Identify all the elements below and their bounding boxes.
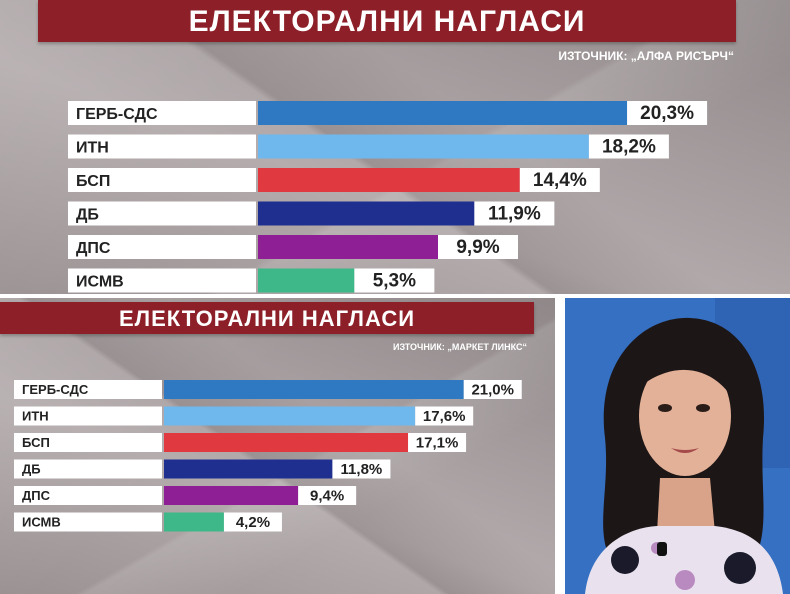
category-label: БСП bbox=[76, 173, 110, 190]
value-label: 9,4% bbox=[310, 487, 344, 504]
category-label-box bbox=[68, 101, 256, 125]
chart-title: ЕЛЕКТОРАЛНИ НАГЛАСИ bbox=[38, 0, 736, 42]
value-label-box bbox=[627, 101, 708, 125]
bar bbox=[258, 268, 355, 293]
bar-chart-alpha-research: ГЕРБ-СДС 20,3% ИТН 18,2% БСП 14,4% ДБ 11,9% ДПС 9… bbox=[68, 101, 708, 293]
value-label: 20,3% bbox=[640, 103, 694, 124]
value-label: 18,2% bbox=[602, 137, 656, 158]
bar bbox=[258, 201, 475, 226]
value-label: 9,9% bbox=[456, 237, 499, 258]
category-label: ИТН bbox=[76, 139, 109, 156]
bar bbox=[164, 433, 409, 452]
category-label: ИСМВ bbox=[22, 515, 61, 530]
bar bbox=[258, 134, 589, 159]
bar bbox=[164, 406, 416, 426]
value-label-box bbox=[408, 433, 467, 452]
value-label-box bbox=[354, 268, 435, 293]
category-label-box bbox=[14, 380, 162, 399]
category-label: ИТН bbox=[22, 409, 49, 424]
category-label-box bbox=[14, 486, 162, 505]
bar bbox=[258, 101, 628, 125]
category-label: ДПС bbox=[76, 240, 111, 257]
value-label-box bbox=[463, 380, 522, 399]
category-label-box bbox=[68, 168, 256, 192]
value-label-box bbox=[474, 201, 555, 226]
value-label-box bbox=[438, 235, 518, 259]
value-label-box bbox=[298, 486, 357, 505]
bar bbox=[258, 168, 520, 192]
category-label-box bbox=[68, 201, 256, 226]
value-label: 14,4% bbox=[533, 170, 587, 191]
category-label-box bbox=[14, 433, 162, 452]
value-label: 17,6% bbox=[423, 408, 466, 425]
value-label: 5,3% bbox=[373, 271, 416, 292]
chart-panel-alpha-research: ЕЛЕКТОРАЛНИ НАГЛАСИ ИЗТОЧНИК: „АЛФА РИСЪ… bbox=[0, 0, 790, 294]
value-label: 17,1% bbox=[416, 434, 459, 451]
category-label: ГЕРБ-СДС bbox=[22, 382, 89, 397]
category-label: ИСМВ bbox=[76, 273, 124, 290]
chart-panel-market-links: ЕЛЕКТОРАЛНИ НАГЛАСИ ИЗТОЧНИК: „МАРКЕТ ЛИ… bbox=[0, 298, 555, 594]
bar bbox=[164, 486, 299, 505]
value-label: 21,0% bbox=[471, 381, 514, 398]
value-label: 4,2% bbox=[236, 514, 270, 531]
category-label: БСП bbox=[22, 435, 50, 450]
category-label-box bbox=[68, 235, 256, 259]
bar bbox=[258, 235, 438, 259]
bar bbox=[164, 459, 333, 479]
category-label: ДБ bbox=[22, 462, 41, 477]
speaker-photo bbox=[565, 298, 790, 594]
category-label: ДПС bbox=[22, 488, 51, 503]
category-label-box bbox=[68, 134, 256, 159]
category-label-box bbox=[68, 268, 256, 293]
category-label: ДБ bbox=[76, 206, 99, 223]
chart-source: ИЗТОЧНИК: „АЛФА РИСЪРЧ“ bbox=[558, 49, 734, 63]
category-label-box bbox=[14, 512, 162, 532]
woman-portrait-image bbox=[565, 298, 790, 594]
bar bbox=[164, 380, 464, 399]
chart-source: ИЗТОЧНИК: „МАРКЕТ ЛИНКС“ bbox=[393, 342, 527, 352]
value-label-box bbox=[223, 512, 282, 532]
value-label: 11,8% bbox=[341, 461, 383, 478]
value-label-box bbox=[588, 134, 669, 159]
category-label: ГЕРБ-СДС bbox=[76, 106, 158, 123]
value-label-box bbox=[332, 459, 391, 479]
bar-chart-market-links: ГЕРБ-СДС 21,0% ИТН 17,6% БСП 17,1% ДБ 11,8% ДПС 9… bbox=[14, 380, 522, 532]
category-label-box bbox=[14, 406, 162, 426]
value-label-box bbox=[415, 406, 474, 426]
bar bbox=[164, 512, 224, 532]
category-label-box bbox=[14, 459, 162, 479]
value-label: 11,9% bbox=[488, 204, 541, 225]
value-label-box bbox=[519, 168, 600, 192]
chart-title: ЕЛЕКТОРАЛНИ НАГЛАСИ bbox=[0, 302, 534, 334]
